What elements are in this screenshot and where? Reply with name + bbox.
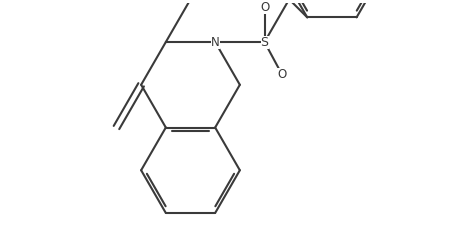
Text: O: O bbox=[260, 1, 269, 14]
Text: N: N bbox=[211, 36, 220, 49]
Text: O: O bbox=[277, 68, 286, 81]
Text: S: S bbox=[261, 36, 268, 49]
